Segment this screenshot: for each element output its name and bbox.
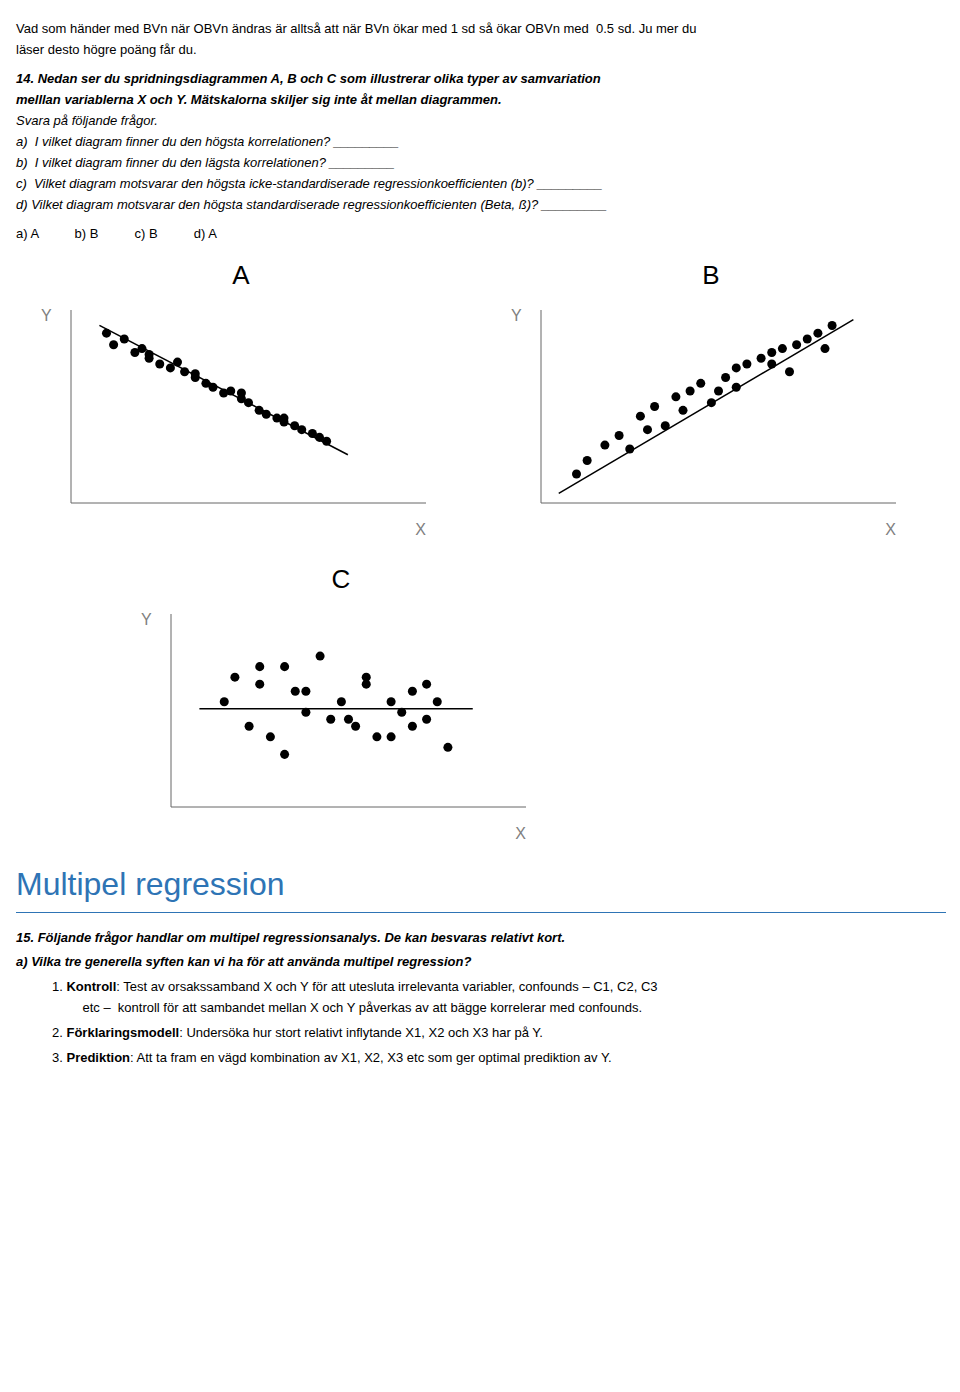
html-text:Svara på följande frågor.: Svara på följande frågor. (16, 113, 158, 128)
html-text:läser desto högre poäng får du: läser desto högre poäng får du. (16, 42, 197, 57)
html-text:b) I vilket diagram finner du: b) I vilket diagram finner du den lägsta… (16, 155, 395, 170)
html-text:1. Kontroll: Test av orsakssam: 1. Kontroll: Test av orsakssamband X och… (52, 979, 658, 994)
html-text:a) A b) B c) B d) A: a) A b) B c) B d) A (16, 226, 217, 241)
svg-text:Y: Y (41, 307, 52, 324)
html-text:3. Prediktion: Att ta fram en: 3. Prediktion: Att ta fram en vägd kombi… (52, 1050, 612, 1065)
html-text:B: B (702, 260, 720, 290)
html-text:A: A (232, 260, 250, 290)
svg-text:Y: Y (141, 611, 152, 628)
html-text:14. Nedan ser du spridningsdia: 14. Nedan ser du spridningsdiagrammen A,… (16, 71, 601, 86)
html-text:C: C (331, 564, 351, 594)
html-text:etc – kontroll för att samband: etc – kontroll för att sambandet mellan … (68, 1000, 642, 1015)
svg-text:X: X (415, 521, 426, 538)
html-text:Multipel regression: Multipel regression (16, 866, 285, 902)
html-text:c) Vilket diagram motsvarar de: c) Vilket diagram motsvarar den högsta i… (16, 176, 603, 191)
html-text:a) Vilka tre generella syften: a) Vilka tre generella syften kan vi ha … (16, 954, 472, 969)
html-text:a) I vilket diagram finner du: a) I vilket diagram finner du den högsta… (16, 134, 399, 149)
html-text:Vad som händer med BVn när OBV: Vad som händer med BVn när OBVn ändras ä… (16, 21, 697, 36)
html-text:d) Vilket diagram motsvarar de: d) Vilket diagram motsvarar den högsta s… (16, 197, 607, 212)
svg-text:X: X (885, 521, 896, 538)
svg-text:X: X (515, 825, 526, 842)
html-text:2. Förklaringsmodell: Undersök: 2. Förklaringsmodell: Undersöka hur stor… (52, 1025, 543, 1040)
html-text:melllan variablerna X och Y. M: melllan variablerna X och Y. Mätskalorna… (16, 92, 502, 107)
html-text:15. Följande frågor handlar om: 15. Följande frågor handlar om multipel … (16, 930, 566, 945)
svg-text:Y: Y (511, 307, 522, 324)
